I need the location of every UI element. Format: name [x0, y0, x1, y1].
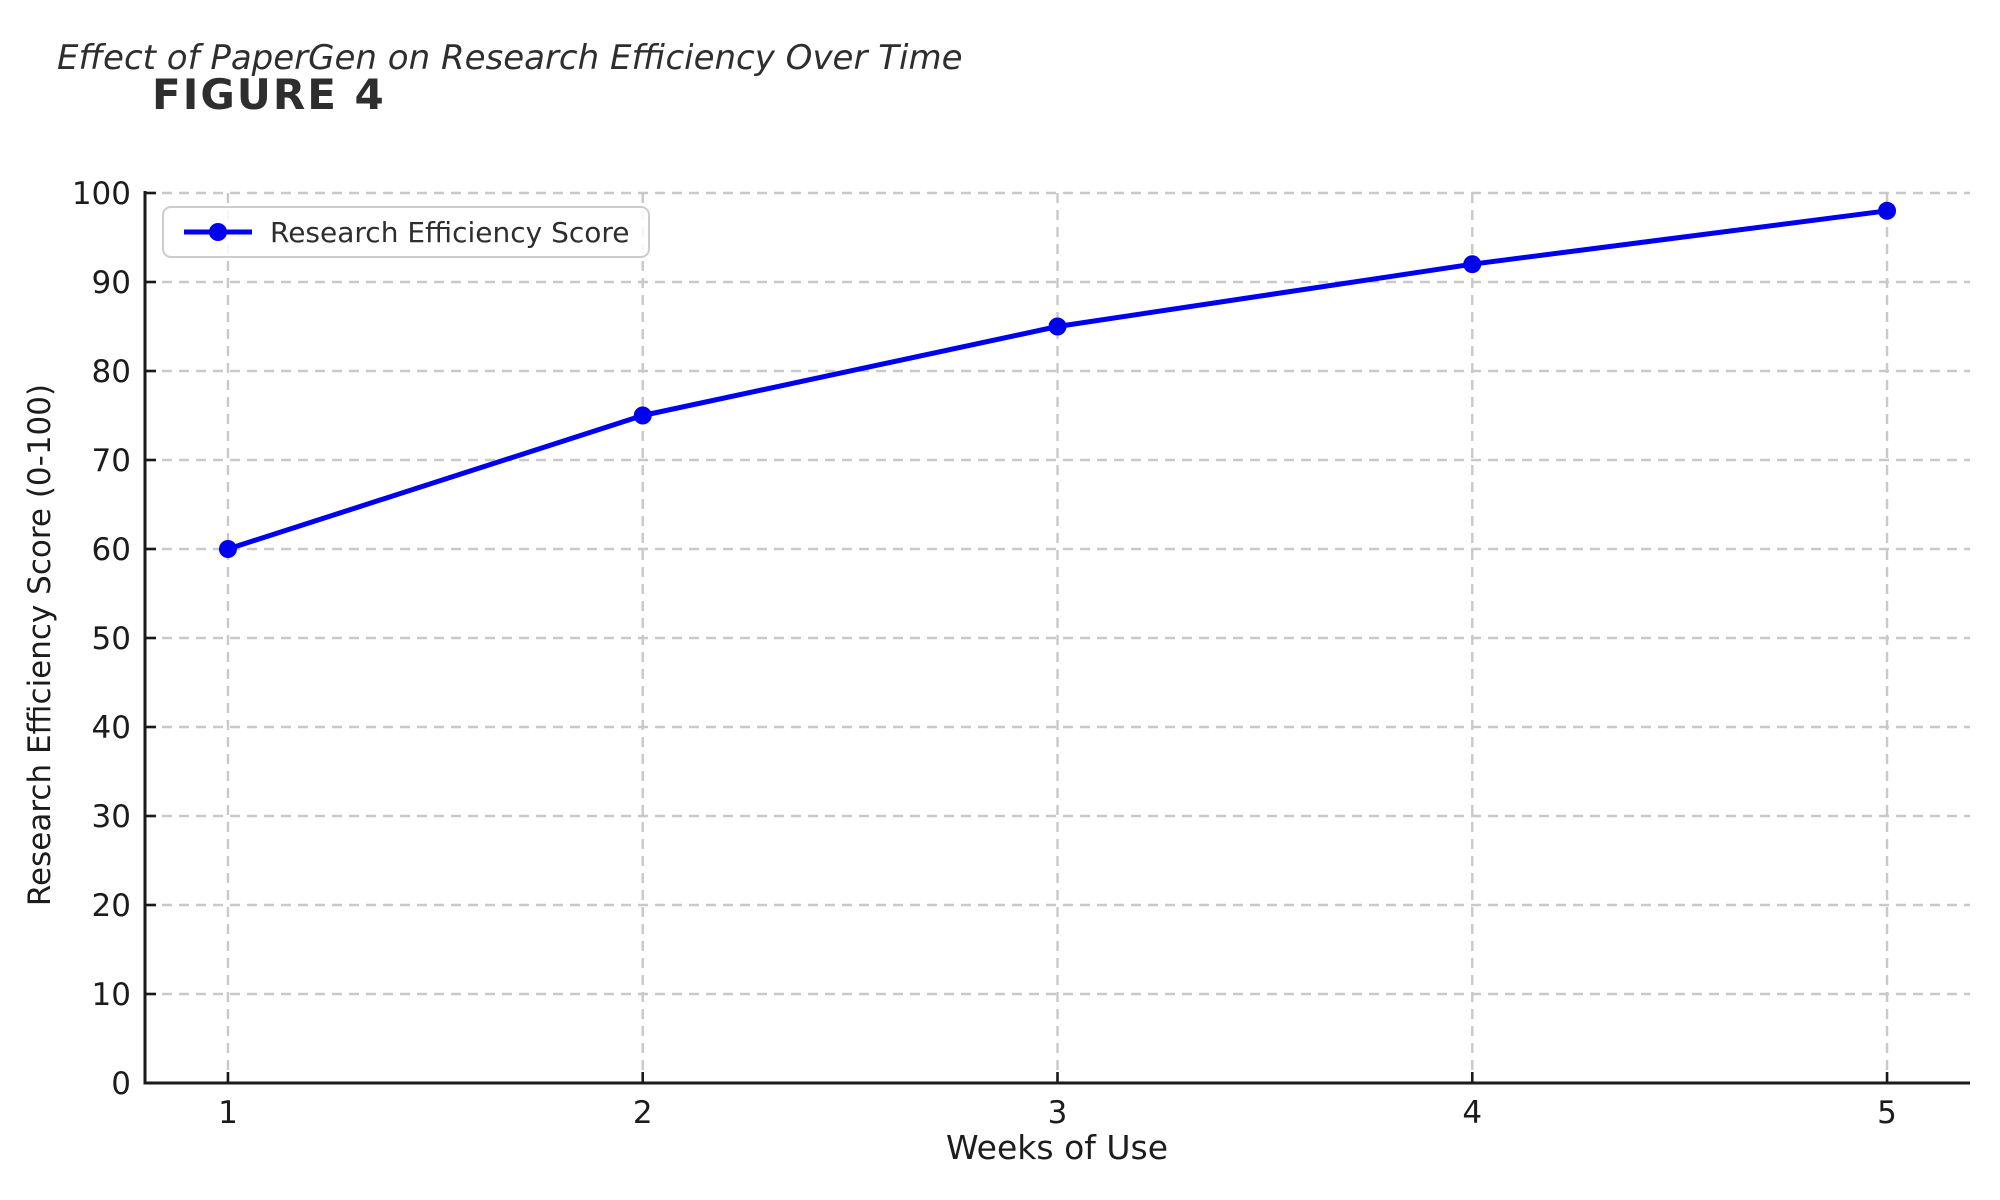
x-tick-label: 5 [1877, 1095, 1897, 1131]
x-tick-label: 1 [218, 1095, 238, 1131]
y-tick-label: 80 [92, 354, 131, 390]
legend: Research Efficiency Score [162, 206, 650, 258]
legend-label: Research Efficiency Score [270, 215, 630, 249]
y-tick-label: 70 [92, 443, 131, 479]
x-tick-label: 4 [1462, 1095, 1482, 1131]
y-tick-label: 10 [92, 977, 131, 1013]
y-tick-label: 90 [92, 265, 131, 301]
x-axis-label: Weeks of Use [945, 1128, 1169, 1167]
y-tick-label: 20 [92, 888, 131, 924]
data-point [633, 406, 652, 425]
y-tick-label: 100 [72, 176, 131, 212]
chart-title: Effect of PaperGen on Research Efficienc… [57, 38, 963, 78]
figure-caption: FIGURE 4 [152, 70, 386, 119]
y-tick-label: 30 [92, 799, 131, 835]
y-tick-label: 50 [92, 621, 131, 657]
data-point [1878, 201, 1897, 220]
legend-line-marker-icon [184, 223, 252, 241]
y-axis-label: Research Efficiency Score (0-100) [22, 383, 58, 907]
y-tick-label: 60 [92, 532, 131, 568]
y-tick-label: 0 [111, 1066, 131, 1102]
data-point [1048, 317, 1067, 336]
y-tick-label: 40 [92, 710, 131, 746]
x-tick-label: 3 [1048, 1095, 1068, 1131]
data-point [218, 540, 237, 558]
data-point [1463, 255, 1482, 274]
x-tick-label: 2 [633, 1095, 653, 1131]
